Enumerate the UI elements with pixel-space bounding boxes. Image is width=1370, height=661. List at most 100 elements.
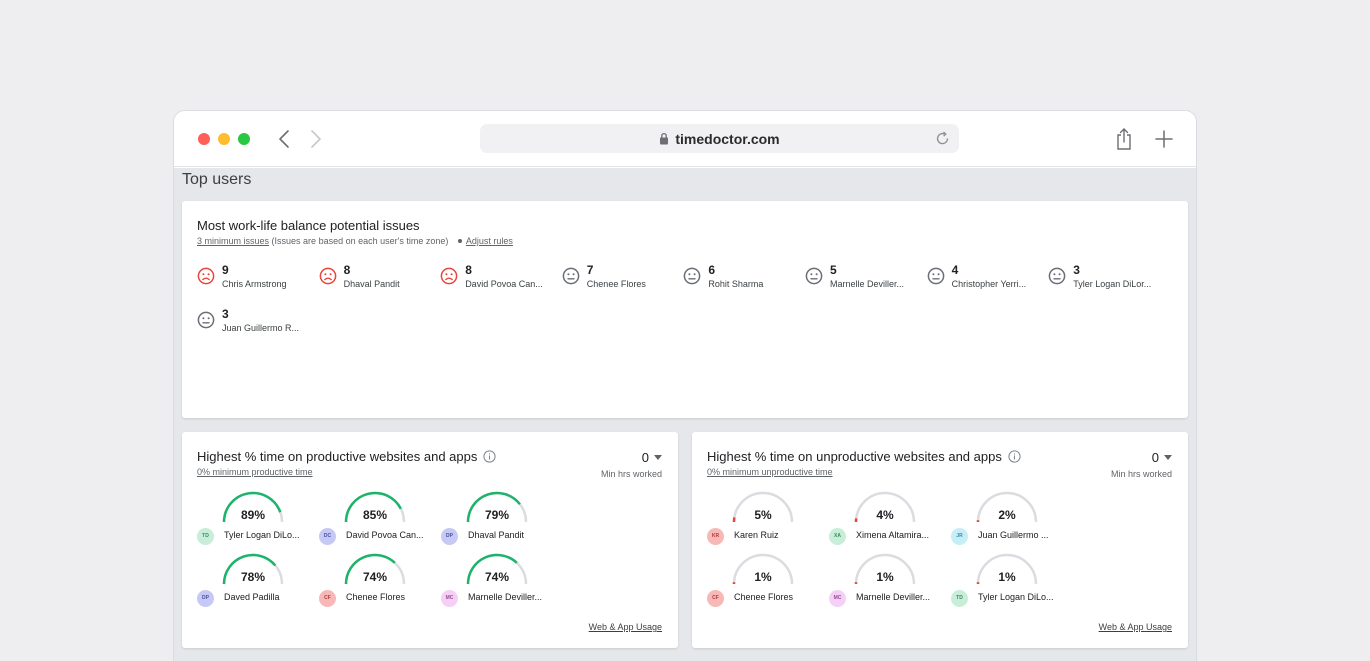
forward-arrow-icon[interactable] [304, 128, 326, 150]
user-name: Daved Padilla [224, 592, 280, 602]
wlb-user-item[interactable]: 6 Rohit Sharma [683, 263, 803, 293]
avatar: CF [319, 590, 336, 607]
avatar: XA [829, 528, 846, 545]
gauge-track [854, 553, 916, 585]
issue-count: 8 [343, 263, 351, 277]
user-name: Christopher Yerri... [951, 279, 1027, 289]
gauge-arc [466, 553, 528, 585]
gauge-track [976, 491, 1038, 523]
gauge-percent: 5% [754, 508, 772, 522]
gauge-value-arc [466, 553, 518, 585]
gauge-user-item[interactable]: 74% CF Chenee Flores [319, 552, 439, 608]
gauge-value-arc [222, 553, 277, 585]
user-name: Chenee Flores [346, 592, 406, 602]
gauge-arc [222, 553, 284, 585]
neutral-face-icon [562, 267, 580, 285]
user-name: Chenee Flores [586, 279, 646, 289]
gauge-user-item[interactable]: 1% MC Marnelle Deviller... [829, 552, 949, 608]
gauge-user-item[interactable]: 5% KR Karen Ruiz [707, 490, 827, 546]
gauge-value-arc [466, 491, 521, 523]
gauge-user-item[interactable]: 2% JR Juan Guillermo ... [951, 490, 1071, 546]
neutral-face-icon [927, 267, 944, 285]
unproductive-card: Highest % time on unproductive websites … [692, 432, 1188, 648]
new-tab-plus-icon[interactable] [1154, 129, 1174, 149]
web-app-usage-link[interactable]: Web & App Usage [588, 622, 662, 632]
back-arrow-icon[interactable] [274, 128, 296, 150]
separator-dot [457, 239, 462, 244]
browser-toolbar: timedoctor.com [174, 111, 1196, 167]
adjust-rules-link[interactable]: Adjust rules [465, 236, 513, 246]
issue-count: 5 [830, 263, 837, 277]
gauge-track [976, 553, 1038, 585]
gauge-arc [854, 553, 916, 585]
reload-icon[interactable] [934, 130, 951, 147]
unproductive-card-title: Highest % time on unproductive websites … [707, 449, 1021, 464]
close-window-button[interactable] [198, 133, 210, 145]
wlb-user-item[interactable]: 8 David Povoa Can... [440, 263, 560, 293]
avatar: KR [707, 528, 724, 545]
user-name: Dhaval Pandit [468, 530, 525, 540]
gauge-user-item[interactable]: 79% DP Dhaval Pandit [441, 490, 561, 546]
gauge-value-arc [344, 553, 396, 585]
gauge-user-item[interactable]: 74% MC Marnelle Deviller... [441, 552, 561, 608]
user-name: Marnelle Deviller... [856, 592, 931, 602]
gauge-user-item[interactable]: 85% DC David Povoa Can... [319, 490, 439, 546]
info-icon[interactable] [483, 450, 496, 463]
issue-count: 4 [951, 263, 959, 277]
user-name: Marnelle Deviller... [468, 592, 543, 602]
info-icon[interactable] [1008, 450, 1021, 463]
gauge-track [732, 553, 794, 585]
gauge-arc [466, 491, 528, 523]
user-name: Ximena Altamira... [856, 530, 930, 540]
user-name: Rohit Sharma [708, 279, 764, 289]
user-name: Juan Guillermo ... [978, 530, 1049, 540]
issue-count: 6 [708, 263, 716, 277]
avatar: TD [951, 590, 968, 607]
min-hours-label: Min hrs worked [600, 469, 662, 479]
minimize-window-button[interactable] [218, 133, 230, 145]
gauge-user-item[interactable]: 78% DP Daved Padilla [197, 552, 317, 608]
wlb-user-item[interactable]: 9 Chris Armstrong [197, 263, 317, 293]
neutral-face-icon [684, 267, 701, 285]
share-icon[interactable] [1114, 127, 1134, 151]
min-productive-time-link[interactable]: 0% minimum productive time [197, 467, 313, 477]
web-app-usage-link[interactable]: Web & App Usage [1098, 622, 1172, 632]
user-name: Chenee Flores [734, 592, 794, 602]
gauge-percent: 4% [876, 508, 894, 522]
page-title: Top users [182, 171, 252, 188]
gauge-user-item[interactable]: 1% CF Chenee Flores [707, 552, 827, 608]
min-hours-dropdown[interactable]: 0 Min hrs worked [1111, 449, 1172, 479]
wlb-user-item[interactable]: 3 Juan Guillermo R... [197, 307, 317, 337]
gauge-arc [854, 491, 916, 523]
wlb-user-item[interactable]: 5 Marnelle Deviller... [805, 263, 925, 293]
gauge-user-item[interactable]: 1% TD Tyler Logan DiLo... [951, 552, 1071, 608]
wlb-user-item[interactable]: 7 Chenee Flores [562, 263, 682, 293]
min-hours-dropdown[interactable]: 0 Min hrs worked [601, 449, 662, 479]
wlb-card-title: Most work-life balance potential issues [197, 218, 420, 233]
wlb-user-item[interactable]: 4 Christopher Yerri... [927, 263, 1047, 293]
wlb-user-item[interactable]: 3 Tyler Logan DiLor... [1048, 263, 1168, 293]
maximize-window-button[interactable] [238, 133, 250, 145]
caret-down-icon [1164, 455, 1172, 460]
productive-min-link-row: 0% minimum productive time [197, 467, 313, 477]
wlb-user-item[interactable]: 8 Dhaval Pandit [319, 263, 439, 293]
neutral-face-icon [805, 267, 823, 285]
user-name: Juan Guillermo R... [222, 323, 300, 333]
unproductive-min-link-row: 0% minimum unproductive time [707, 467, 833, 477]
min-issues-link[interactable]: 3 minimum issues [197, 236, 270, 246]
gauge-percent: 79% [484, 508, 510, 522]
address-bar[interactable]: timedoctor.com [480, 124, 959, 153]
gauge-value-arc [344, 491, 402, 523]
issue-count: 8 [465, 263, 472, 277]
gauge-user-item[interactable]: 89% TD Tyler Logan DiLo... [197, 490, 317, 546]
gauge-user-item[interactable]: 4% XA Ximena Altamira... [829, 490, 949, 546]
gauge-percent: 1% [998, 570, 1016, 584]
issue-count: 7 [586, 263, 594, 277]
gauge-arc [222, 491, 284, 523]
lock-icon [660, 132, 669, 145]
neutral-face-icon [1048, 267, 1066, 285]
min-unproductive-time-link[interactable]: 0% minimum unproductive time [707, 467, 833, 477]
gauge-percent: 78% [240, 570, 266, 584]
avatar: JR [951, 528, 968, 545]
user-name: David Povoa Can... [346, 530, 424, 540]
